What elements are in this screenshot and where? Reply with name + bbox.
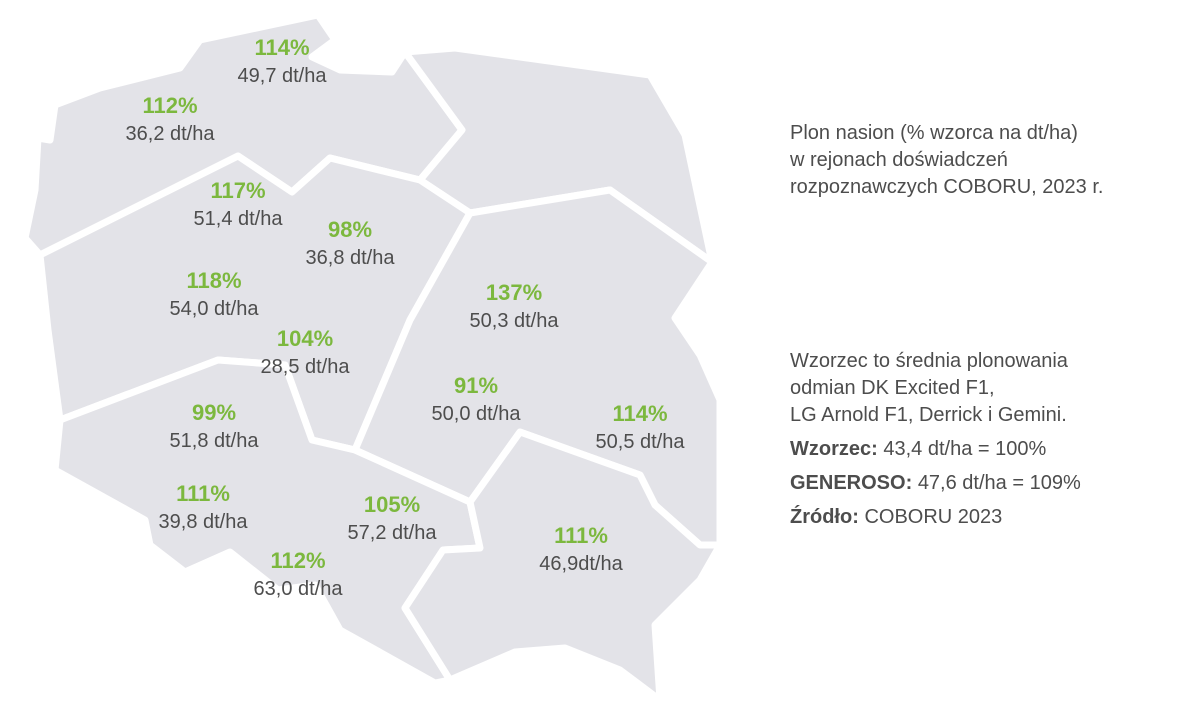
note-line: odmian DK Excited F1, xyxy=(790,377,995,399)
region-label-percent: 112% xyxy=(142,93,197,118)
region-label-yield: 39,8 dt/ha xyxy=(159,511,249,533)
region-label-percent: 98% xyxy=(328,217,372,242)
region-label-yield: 54,0 dt/ha xyxy=(170,298,260,320)
region-label-yield: 36,8 dt/ha xyxy=(306,247,396,269)
region-label-yield: 50,5 dt/ha xyxy=(596,431,686,453)
region-label-percent: 118% xyxy=(186,268,241,293)
map-title: Plon nasion (% wzorca na dt/ha) w rejona… xyxy=(790,120,1190,201)
source-fact: Źródło: COBORU 2023 xyxy=(790,504,1190,531)
baseline-fact: Wzorzec: 43,4 dt/ha = 100% xyxy=(790,436,1190,463)
region-label-percent: 117% xyxy=(210,178,265,203)
region-label-percent: 114% xyxy=(254,35,309,60)
region-label-yield: 51,4 dt/ha xyxy=(194,208,284,230)
region-label-yield: 28,5 dt/ha xyxy=(261,356,351,378)
region-label-yield: 50,3 dt/ha xyxy=(470,310,560,332)
baseline-value: 43,4 dt/ha = 100% xyxy=(883,438,1047,460)
baseline-note: Wzorzec to średnia plonowania odmian DK … xyxy=(790,348,1190,538)
region-label-yield: 36,2 dt/ha xyxy=(126,123,216,145)
region-label-percent: 99% xyxy=(192,400,236,425)
region-label-yield: 51,8 dt/ha xyxy=(170,430,260,452)
region-label-yield: 50,0 dt/ha xyxy=(432,403,522,425)
generoso-value: 47,6 dt/ha = 109% xyxy=(917,472,1081,494)
region-label-percent: 112% xyxy=(270,548,325,573)
region-labels: 114% 49,7 dt/ha 112% 36,2 dt/ha 117% 51,… xyxy=(126,35,686,600)
title-line: Plon nasion (% wzorca na dt/ha) xyxy=(790,122,1078,144)
region-label-percent: 114% xyxy=(612,401,667,426)
region-label-percent: 137% xyxy=(486,280,542,305)
region-label-yield: 46,9dt/ha xyxy=(539,553,623,575)
region-label-percent: 111% xyxy=(554,523,608,548)
region-label-percent: 111% xyxy=(176,481,230,506)
note-line: LG Arnold F1, Derrick i Gemini. xyxy=(790,404,1067,426)
baseline-label: Wzorzec: xyxy=(790,438,878,460)
generoso-label: GENEROSO: xyxy=(790,472,913,494)
source-value: COBORU 2023 xyxy=(864,506,1003,528)
source-label: Źródło: xyxy=(790,506,859,528)
region-south-east xyxy=(401,428,724,704)
region-south-west xyxy=(51,356,484,687)
region-label-percent: 105% xyxy=(364,492,420,517)
region-label-percent: 91% xyxy=(454,373,498,398)
title-line: w rejonach doświadczeń xyxy=(790,149,1008,171)
note-line: Wzorzec to średnia plonowania xyxy=(790,350,1068,372)
region-label-yield: 57,2 dt/ha xyxy=(348,522,438,544)
region-label-percent: 104% xyxy=(277,326,333,351)
title-line: rozpoznawczych COBORU, 2023 r. xyxy=(790,176,1104,198)
region-label-yield: 63,0 dt/ha xyxy=(254,578,344,600)
generoso-fact: GENEROSO: 47,6 dt/ha = 109% xyxy=(790,470,1190,497)
region-label-yield: 49,7 dt/ha xyxy=(238,65,328,87)
poland-region-map: 114% 49,7 dt/ha 112% 36,2 dt/ha 117% 51,… xyxy=(25,15,724,704)
